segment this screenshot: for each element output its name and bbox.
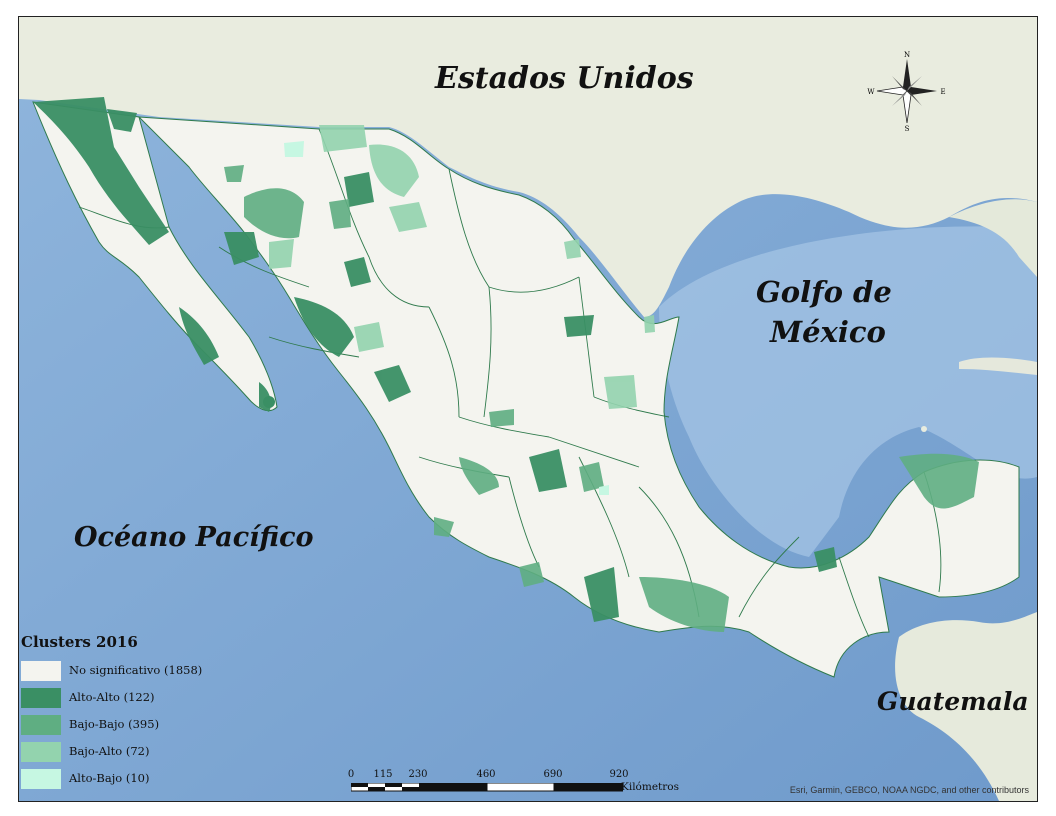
legend-label: Bajo-Alto (72) <box>69 744 150 758</box>
label-gulf-line1: Golfo de <box>756 275 892 309</box>
compass-w: W <box>867 88 875 96</box>
legend-item: No significativo (1858) <box>21 659 221 686</box>
scale-tick: 230 <box>408 769 428 780</box>
usa-land <box>19 17 1037 317</box>
clusters-alto-alto <box>33 97 837 622</box>
clusters-alto-bajo <box>284 141 609 495</box>
compass-n: N <box>904 51 910 59</box>
attribution: Esri, Garmin, GEBCO, NOAA NGDC, and othe… <box>789 785 1029 795</box>
legend-label: No significativo (1858) <box>69 663 203 677</box>
map-frame: Estados Unidos Golfo de México Océano Pa… <box>18 16 1038 802</box>
legend-swatch <box>21 742 61 762</box>
clusters-bajo-alto <box>269 125 655 409</box>
central-america <box>895 612 1037 801</box>
legend-swatch <box>21 715 61 735</box>
baja-california <box>32 101 278 412</box>
legend-item: Bajo-Alto (72) <box>21 740 221 767</box>
mexico-mainland <box>137 116 1020 678</box>
legend-title: Clusters 2016 <box>21 633 138 651</box>
compass-s: S <box>905 125 910 131</box>
scale-bar-graphic <box>351 783 623 792</box>
label-usa: Estados Unidos <box>435 61 694 96</box>
legend-label: Alto-Bajo (10) <box>69 771 150 785</box>
scale-tick: 920 <box>609 769 629 780</box>
state-borders <box>78 128 942 638</box>
scale-tick: 0 <box>347 769 355 780</box>
legend: Clusters 2016 No significativo (1858) Al… <box>21 633 221 794</box>
legend-item: Alto-Bajo (10) <box>21 767 221 794</box>
legend-item: Bajo-Bajo (395) <box>21 713 221 740</box>
compass-rose-icon: N S W E <box>867 51 945 131</box>
scale-unit: Kilómetros <box>621 781 680 793</box>
legend-swatch <box>21 769 61 789</box>
island <box>921 426 927 432</box>
florida <box>949 199 1037 277</box>
label-gulf-line2: México <box>770 315 886 349</box>
legend-swatch <box>21 661 61 681</box>
legend-swatch <box>21 688 61 708</box>
clusters-bajo-bajo <box>224 165 979 632</box>
scale-tick: 115 <box>373 769 393 780</box>
basemap <box>19 17 1037 801</box>
gulf-shelf <box>659 226 1037 557</box>
legend-item: Alto-Alto (122) <box>21 686 221 713</box>
legend-label: Bajo-Bajo (395) <box>69 717 160 731</box>
legend-label: Alto-Alto (122) <box>69 690 155 704</box>
scale-tick: 460 <box>476 769 496 780</box>
scale-tick: 690 <box>543 769 563 780</box>
label-pacific: Océano Pacífico <box>74 522 314 553</box>
compass-e: E <box>940 88 945 96</box>
label-guatemala: Guatemala <box>877 687 1029 716</box>
cuba <box>959 357 1037 375</box>
island <box>263 396 275 408</box>
